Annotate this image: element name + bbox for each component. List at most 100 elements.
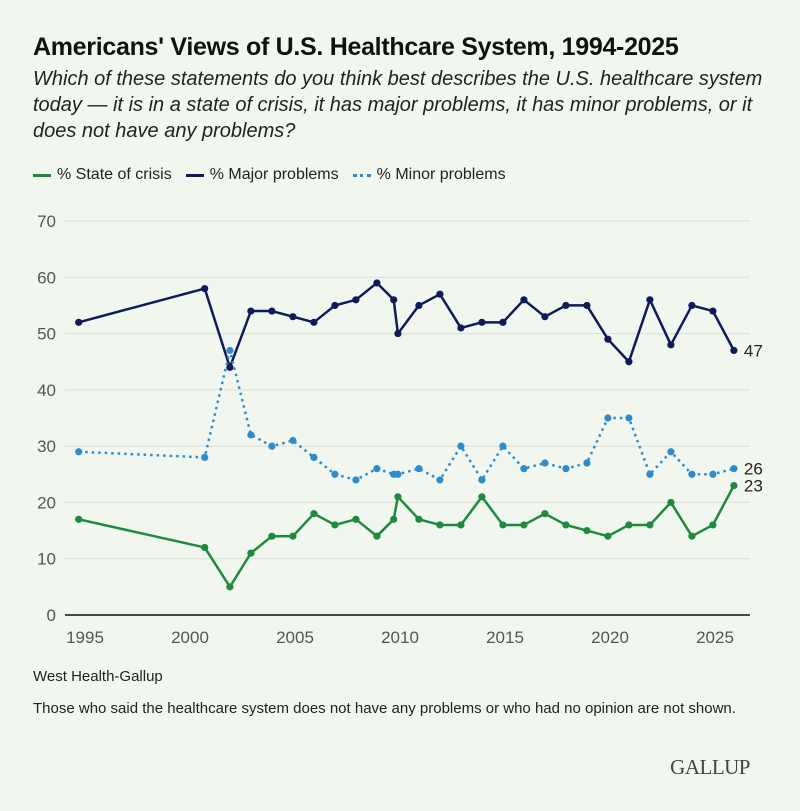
y-tick-label: 30 <box>37 437 56 456</box>
legend-item-major: % Major problems <box>185 166 339 184</box>
x-tick-label: 2015 <box>486 628 524 647</box>
data-point <box>709 521 717 529</box>
data-point <box>352 296 360 304</box>
data-point <box>373 532 381 540</box>
chart-title: Americans' Views of U.S. Healthcare Syst… <box>33 33 679 61</box>
data-point <box>436 521 444 529</box>
data-point <box>415 515 423 523</box>
data-point <box>75 448 83 456</box>
data-point <box>457 442 465 450</box>
data-point <box>625 414 633 422</box>
x-tick-label: 2000 <box>171 628 209 647</box>
chart-subtitle: Which of these statements do you think b… <box>33 68 763 142</box>
data-point <box>415 301 423 310</box>
data-point <box>646 296 654 304</box>
data-point <box>562 465 570 473</box>
data-point <box>667 448 675 456</box>
data-point <box>331 301 339 310</box>
data-point <box>331 470 339 478</box>
data-point <box>604 532 612 540</box>
data-point <box>415 465 423 473</box>
data-point <box>730 481 738 490</box>
data-point <box>289 532 297 540</box>
data-point <box>247 431 255 439</box>
y-tick-label: 50 <box>37 325 56 344</box>
series-line-1 <box>78 281 736 369</box>
data-point <box>268 307 276 315</box>
x-tick-label: 2005 <box>276 628 314 647</box>
legend-swatch-crisis <box>33 173 51 177</box>
data-point <box>562 521 570 529</box>
data-point <box>394 329 402 338</box>
gallup-logo: GALLUP <box>670 755 750 779</box>
data-point <box>541 459 549 467</box>
legend-swatch-major <box>185 173 204 177</box>
y-tick-label: 10 <box>37 550 56 569</box>
series-line-0 <box>78 484 736 589</box>
data-point <box>310 453 318 461</box>
data-point <box>394 470 402 478</box>
x-tick-label: 1995 <box>66 628 104 647</box>
legend-label: % Major problems <box>209 166 339 183</box>
data-point <box>436 476 444 484</box>
data-point <box>373 279 381 287</box>
data-point <box>520 521 528 529</box>
data-point <box>268 442 276 450</box>
legend-item-minor: % Minor problems <box>352 166 506 184</box>
series-line-2 <box>78 349 735 482</box>
data-point <box>457 521 465 529</box>
data-point <box>310 510 318 518</box>
data-point <box>75 515 83 523</box>
y-tick-label: 70 <box>37 212 56 231</box>
data-point <box>667 498 675 507</box>
data-point <box>331 521 339 529</box>
data-point <box>499 521 507 529</box>
legend: % State of crisis % Major problems % Min… <box>33 166 506 184</box>
legend-item-crisis: % State of crisis <box>33 166 172 184</box>
data-point <box>520 465 528 473</box>
legend-label: % Minor problems <box>376 166 506 183</box>
legend-label: % State of crisis <box>57 166 172 183</box>
data-point <box>583 301 591 310</box>
x-tick-label: 2010 <box>381 628 419 647</box>
data-point <box>604 414 612 422</box>
data-point <box>478 318 486 326</box>
data-point <box>457 324 465 332</box>
data-point <box>646 521 654 529</box>
data-point <box>268 532 276 540</box>
data-point <box>730 346 738 355</box>
legend-swatch-minor <box>352 173 371 177</box>
data-point <box>352 515 360 523</box>
data-point <box>390 515 398 523</box>
data-point <box>310 318 318 326</box>
data-point <box>352 476 360 484</box>
data-point <box>499 318 507 326</box>
data-point <box>247 307 255 315</box>
data-point <box>373 465 381 473</box>
data-point <box>541 313 549 321</box>
y-tick-label: 40 <box>37 381 56 400</box>
data-point <box>289 436 297 445</box>
data-point <box>541 510 549 518</box>
data-point <box>688 301 696 310</box>
end-label: 26 <box>744 460 763 479</box>
data-point <box>226 583 234 591</box>
data-point <box>709 470 717 478</box>
data-point <box>201 453 209 461</box>
data-point <box>667 341 675 349</box>
data-point <box>625 521 633 529</box>
y-tick-label: 20 <box>37 493 56 512</box>
y-tick-label: 60 <box>37 268 56 287</box>
data-point <box>75 318 83 326</box>
data-point <box>520 296 528 304</box>
data-point <box>436 290 444 298</box>
data-point <box>394 493 402 501</box>
data-point <box>688 470 696 478</box>
data-point <box>604 335 612 343</box>
data-point <box>583 526 591 535</box>
data-point <box>478 476 486 484</box>
data-point <box>646 470 654 478</box>
x-tick-label: 2025 <box>696 628 734 647</box>
data-point <box>247 549 255 557</box>
